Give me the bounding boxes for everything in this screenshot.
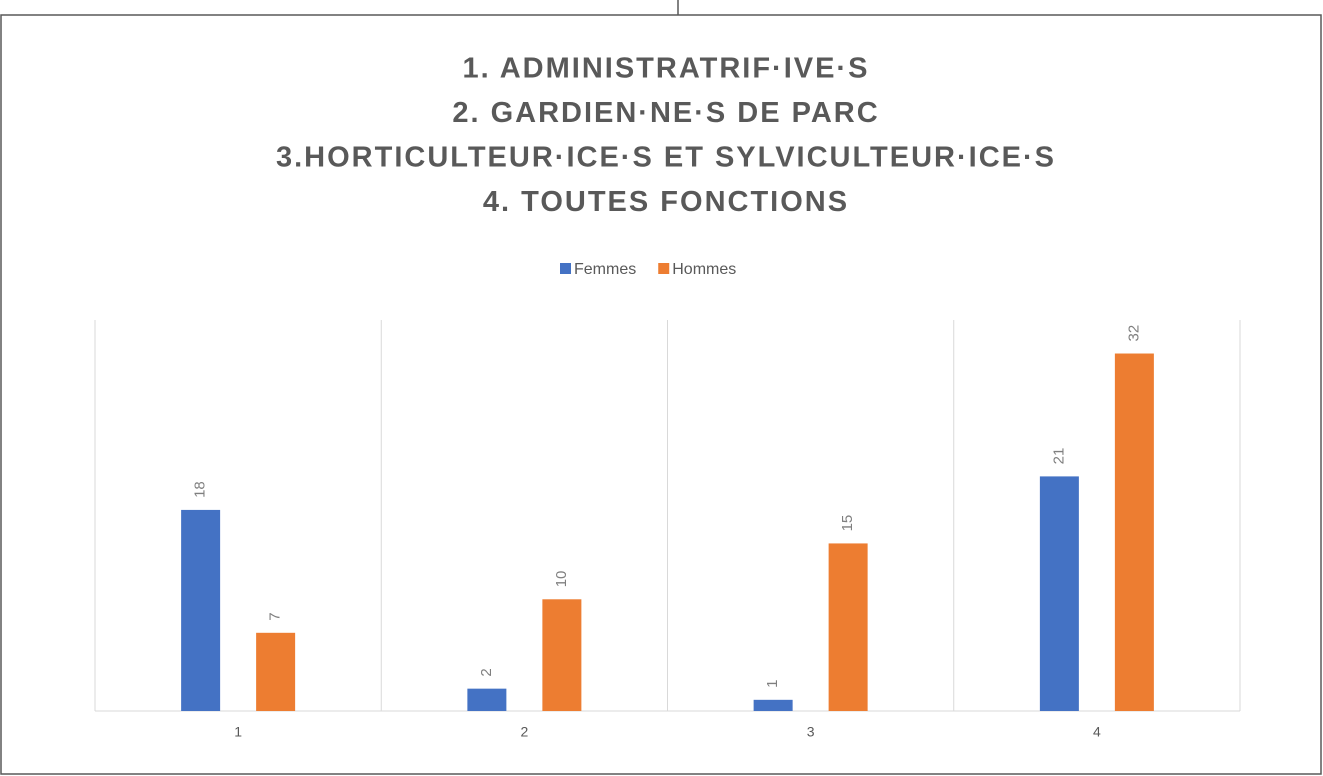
x-tick-label: 2	[520, 724, 528, 740]
legend-swatch	[560, 263, 571, 274]
chart-frame	[0, 14, 1322, 775]
bar	[828, 543, 868, 711]
x-tick-label: 1	[234, 724, 242, 740]
data-label: 21	[1050, 448, 1067, 465]
x-tick-label: 3	[807, 724, 815, 740]
data-label: 7	[267, 612, 284, 620]
x-tick-label: 4	[1093, 724, 1101, 740]
chart-title: 4. TOUTES FONCTIONS	[483, 186, 849, 218]
data-label: 18	[192, 481, 209, 498]
chart-title: 1. ADMINISTRATRIF·IVE·S	[463, 53, 870, 85]
data-label: 32	[1125, 325, 1142, 342]
legend-label: Femmes	[574, 261, 636, 278]
data-label: 2	[478, 668, 495, 676]
legend-label: Hommes	[672, 261, 736, 278]
bar	[1039, 476, 1079, 711]
data-label: 10	[553, 571, 570, 588]
bar	[542, 599, 582, 711]
chart-title: 3.HORTICULTEUR·ICE·S ET SYLVICULTEUR·ICE…	[276, 142, 1056, 174]
bar	[256, 632, 296, 711]
chart-title: 2. GARDIEN·NE·S DE PARC	[452, 97, 879, 129]
bar	[181, 509, 221, 711]
data-label: 1	[764, 679, 781, 687]
data-label: 15	[839, 515, 856, 532]
legend-swatch	[658, 263, 670, 274]
bar	[753, 699, 793, 711]
bar	[1114, 353, 1154, 711]
bar	[467, 688, 507, 711]
